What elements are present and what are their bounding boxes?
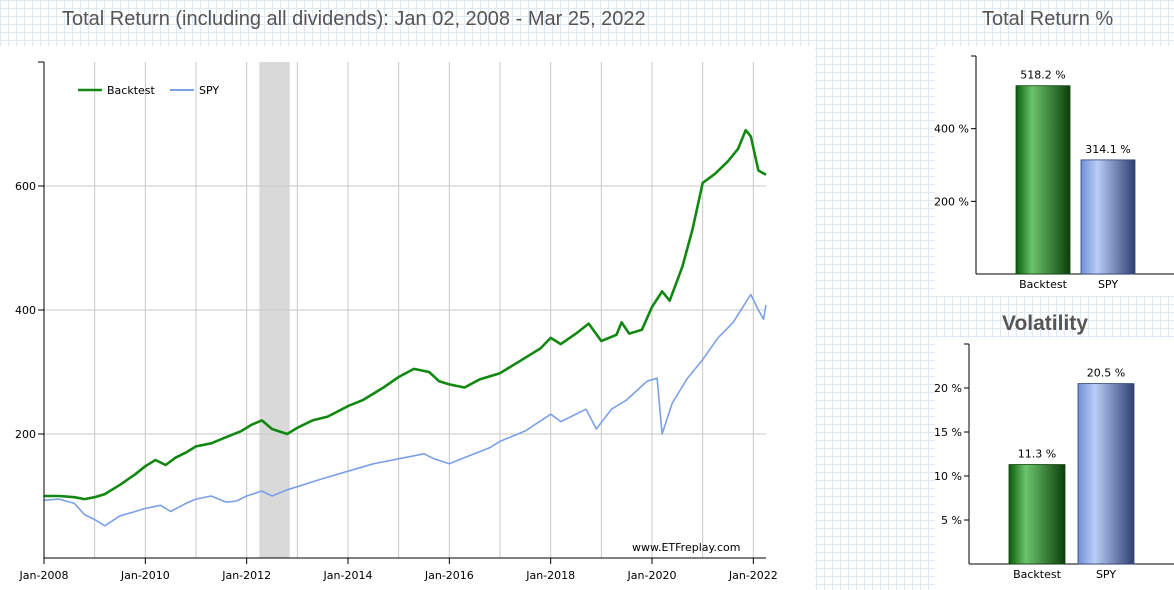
line-chart-panel: 200 400 600 Jan-2008 Jan-2010 Jan-2012 Jan-201… [0,46,815,590]
bar-value-label: 518.2 % [1020,69,1065,82]
bar-spy [1077,383,1135,565]
legend-label-spy: SPY [199,84,219,97]
bar-backtest [1008,464,1066,565]
y-tick-label: 200 % [934,195,969,208]
line-chart: 200 400 600 Jan-2008 Jan-2010 Jan-2012 Jan-201… [15,61,778,582]
y-tick-label: 5 % [941,514,962,527]
total-return-bar-chart: 200 % 400 % 518.2 % Backtest 314.1 % SPY [934,55,1174,291]
series-line-backtest [44,128,767,501]
x-tick-label: Jan-2012 [221,569,271,582]
bar-value-label: 11.3 % [1018,448,1056,461]
x-tick-label: Jan-2014 [323,569,373,582]
volatility-bar-panel: 5 % 10 % 15 % 20 % 11.3 % Backtest 20.5 % SPY [934,338,1174,590]
x-tick-label: Jan-2020 [627,569,677,582]
y-tick-label: 20 % [934,382,962,395]
category-label: SPY [1096,568,1116,581]
bar-value-label: 314.1 % [1085,143,1130,156]
x-tick-label: Jan-2016 [424,569,474,582]
category-label: Backtest [1019,278,1068,291]
x-tick-label: Jan-2010 [120,569,170,582]
x-tick-label: Jan-2022 [728,569,778,582]
bar-value-label: 20.5 % [1087,367,1125,380]
bar-backtest [1015,85,1071,275]
y-tick-label: 400 % [934,123,969,136]
total-return-title: Total Return % [982,8,1114,30]
x-tick-label: Jan-2008 [19,569,69,582]
series-line-spy [43,293,767,527]
watermark: www.ETFreplay.com [632,541,740,554]
main-chart-title: Total Return (including all dividends): … [62,8,646,30]
y-tick-label: 400 [15,304,36,317]
x-tick-label: Jan-2018 [525,569,575,582]
y-tick-label: 15 % [934,426,962,439]
legend-label-backtest: Backtest [107,84,156,97]
category-label: SPY [1098,278,1118,291]
y-tick-label: 600 [15,180,36,193]
volatility-bar-chart: 5 % 10 % 15 % 20 % 11.3 % Backtest 20.5 % SPY [934,343,1174,581]
category-label: Backtest [1013,568,1062,581]
volatility-title: Volatility [1002,312,1088,335]
total-return-bar-panel: 200 % 400 % 518.2 % Backtest 314.1 % SPY [934,46,1174,296]
y-tick-label: 10 % [934,470,962,483]
y-tick-label: 200 [15,428,36,441]
bar-spy [1080,159,1136,275]
